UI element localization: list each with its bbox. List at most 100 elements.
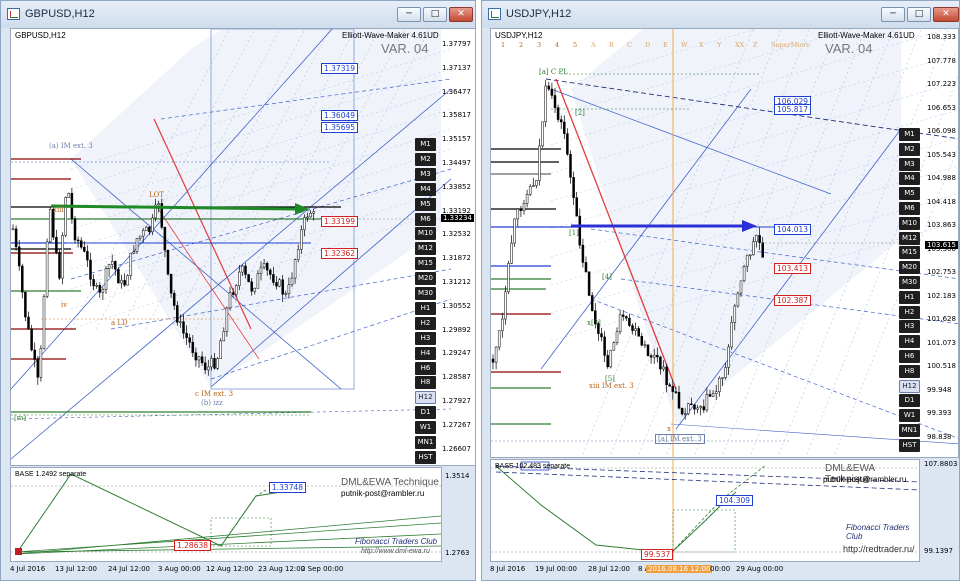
- timeframe-button-m4[interactable]: M4: [899, 172, 920, 186]
- candle: [559, 119, 563, 123]
- wave-annotation: [4]: [602, 273, 612, 281]
- timeframe-button-m2[interactable]: M2: [415, 152, 436, 166]
- titlebar[interactable]: USDJPY,H12 ─ □ ✕: [482, 1, 959, 28]
- timeframe-button-h1[interactable]: H1: [899, 290, 920, 304]
- candle: [699, 406, 702, 409]
- candle: [690, 403, 693, 406]
- wave-degree-row: 1 2 3 4 5 A B C D E W X Y XX Z SuperMicro: [501, 41, 810, 51]
- wave-annotation: [a] C PL: [539, 68, 568, 76]
- fib-fan: [749, 29, 922, 457]
- fib-fan: [70, 108, 452, 230]
- price-axis[interactable]: 108.333 107.778 107.223 106.653 106.098 105.5…: [897, 28, 959, 458]
- candle: [27, 316, 30, 330]
- timeframe-button-m5[interactable]: M5: [415, 197, 436, 211]
- main-chart[interactable]: GBPUSD,H12 Elliott-Wave-Maker 4.61UD VAR…: [10, 28, 476, 466]
- timeframe-button-w1[interactable]: W1: [415, 421, 436, 435]
- maximize-button[interactable]: □: [423, 7, 447, 22]
- maximize-button[interactable]: □: [907, 7, 931, 22]
- timeframe-button-h4[interactable]: H4: [899, 335, 920, 349]
- timeframe-button-d1[interactable]: D1: [899, 394, 920, 408]
- fib-fan: [777, 29, 950, 457]
- site-label: http://www.dml-ewa.ru: [361, 548, 430, 555]
- timeframe-button-m6[interactable]: M6: [899, 202, 920, 215]
- sub-trend: [15, 515, 441, 555]
- timeframe-button-d1[interactable]: D1: [415, 406, 436, 420]
- candle: [749, 254, 752, 257]
- sub-chart[interactable]: BASE 102.483 separate DML&EWA Technique …: [490, 459, 920, 562]
- sub-axis-top: 107.8803: [924, 460, 958, 468]
- candle: [172, 293, 176, 306]
- minimize-button[interactable]: ─: [881, 7, 905, 22]
- timeframe-button-m10[interactable]: M10: [899, 216, 920, 230]
- timeframe-button-h8[interactable]: H8: [415, 376, 436, 390]
- main-chart[interactable]: USDJPY,H12 1 2 3 4 5 A B C D E W X Y XX Z SuperMicro El…: [490, 28, 959, 458]
- fib-fan: [220, 29, 381, 330]
- candle: [721, 377, 724, 379]
- timeframe-button-h2[interactable]: H2: [415, 316, 436, 330]
- candle: [708, 394, 712, 397]
- channel-line: [545, 78, 958, 140]
- candle: [578, 215, 582, 246]
- arrow-head: [742, 220, 757, 232]
- timeframe-button-m1[interactable]: M1: [899, 128, 920, 141]
- timeframe-button-m1[interactable]: M1: [415, 138, 436, 151]
- fib-fan: [70, 48, 452, 170]
- candle: [250, 281, 253, 292]
- sub-chart[interactable]: BASE 1.2492 separate DML&EWA Technique p…: [10, 467, 442, 562]
- channel-line: [11, 88, 452, 460]
- timeframe-button-mn1[interactable]: MN1: [415, 436, 436, 449]
- close-button[interactable]: ✕: [933, 7, 959, 22]
- timeframe-button-m12[interactable]: M12: [899, 231, 920, 245]
- candle: [42, 296, 46, 349]
- candle: [730, 322, 733, 348]
- timeframe-button-m2[interactable]: M2: [899, 142, 920, 156]
- timeframe-button-m30[interactable]: M30: [415, 287, 436, 300]
- timeframe-button-h4[interactable]: H4: [415, 346, 436, 360]
- timeframe-button-h2[interactable]: H2: [899, 305, 920, 319]
- timeframe-button-m6[interactable]: M6: [415, 212, 436, 226]
- titlebar[interactable]: GBPUSD,H12 ─ □ ✕: [1, 1, 475, 28]
- candle: [179, 321, 182, 323]
- timeframe-button-m30[interactable]: M30: [899, 276, 920, 289]
- sub-marker: [520, 461, 550, 471]
- timeframe-button-h3[interactable]: H3: [899, 320, 920, 334]
- level-label: 103.413: [774, 263, 812, 274]
- level-label: 1.33199: [321, 216, 359, 227]
- level-label: 104.013: [774, 224, 812, 235]
- candle: [247, 274, 250, 283]
- timeframe-button-h6[interactable]: H6: [415, 361, 436, 375]
- candle: [98, 285, 102, 293]
- indicator-name: Elliott-Wave-Maker 4.61UD: [342, 31, 439, 40]
- timeframe-button-mn1[interactable]: MN1: [899, 424, 920, 437]
- timeframe-button-h1[interactable]: H1: [415, 301, 436, 315]
- timeframe-button-m3[interactable]: M3: [415, 167, 436, 181]
- candle: [238, 271, 241, 286]
- timeframe-button-w1[interactable]: W1: [899, 409, 920, 423]
- timeframe-button-m4[interactable]: M4: [415, 182, 436, 196]
- timeframe-button-m20[interactable]: M20: [415, 272, 436, 286]
- timeframe-button-m5[interactable]: M5: [899, 187, 920, 201]
- level-label: 1.37319: [321, 63, 359, 74]
- timeframe-button-hst[interactable]: HST: [899, 438, 920, 452]
- timeframe-button-hst[interactable]: HST: [415, 450, 436, 464]
- close-button[interactable]: ✕: [449, 7, 473, 22]
- candle: [652, 354, 656, 358]
- timeframe-button-m10[interactable]: M10: [415, 227, 436, 241]
- timeframe-button-h8[interactable]: H8: [899, 364, 920, 378]
- timeframe-button-m15[interactable]: M15: [415, 257, 436, 271]
- minimize-button[interactable]: ─: [397, 7, 421, 22]
- candle: [300, 229, 303, 250]
- timeframe-button-h6[interactable]: H6: [899, 350, 920, 363]
- timeframe-button-m3[interactable]: M3: [899, 157, 920, 171]
- timeframe-button-m15[interactable]: M15: [899, 246, 920, 260]
- wave-annotation: (b) izz: [201, 399, 223, 407]
- timeframe-button-m20[interactable]: M20: [899, 261, 920, 275]
- timeframe-button-h12[interactable]: H12: [899, 379, 920, 393]
- candle: [563, 121, 566, 134]
- wave-annotation: [a] IM ext. 3: [655, 434, 705, 444]
- timeframe-button-h3[interactable]: H3: [415, 331, 436, 345]
- timeframe-button-m12[interactable]: M12: [415, 242, 436, 256]
- price-axis[interactable]: 1.37797 1.37137 1.36477 1.35817 1.35157 1.344…: [441, 28, 475, 466]
- timeframe-button-h12[interactable]: H12: [415, 391, 436, 405]
- candle: [705, 394, 709, 411]
